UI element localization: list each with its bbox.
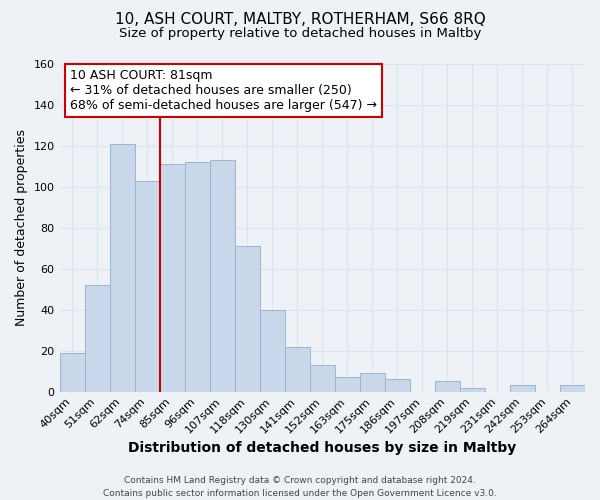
Text: Size of property relative to detached houses in Maltby: Size of property relative to detached ho… (119, 28, 481, 40)
Bar (360, 373, 385, 392)
Bar (59, 352, 85, 392)
Bar (460, 388, 485, 392)
Bar (510, 386, 535, 392)
Bar (110, 144, 134, 392)
Bar (260, 310, 285, 392)
Bar (385, 380, 410, 392)
Bar (185, 162, 209, 392)
Bar (134, 180, 160, 392)
Text: Contains HM Land Registry data © Crown copyright and database right 2024.
Contai: Contains HM Land Registry data © Crown c… (103, 476, 497, 498)
Text: 10, ASH COURT, MALTBY, ROTHERHAM, S66 8RQ: 10, ASH COURT, MALTBY, ROTHERHAM, S66 8R… (115, 12, 485, 28)
Bar (435, 382, 460, 392)
Text: 10 ASH COURT: 81sqm
← 31% of detached houses are smaller (250)
68% of semi-detac: 10 ASH COURT: 81sqm ← 31% of detached ho… (70, 69, 377, 112)
Bar (160, 164, 185, 392)
Bar (310, 365, 335, 392)
Bar (335, 378, 360, 392)
Bar (560, 386, 585, 392)
X-axis label: Distribution of detached houses by size in Maltby: Distribution of detached houses by size … (128, 441, 517, 455)
Y-axis label: Number of detached properties: Number of detached properties (15, 130, 28, 326)
Bar (209, 160, 235, 392)
Bar (85, 285, 110, 392)
Bar (285, 346, 310, 392)
Bar (235, 246, 260, 392)
